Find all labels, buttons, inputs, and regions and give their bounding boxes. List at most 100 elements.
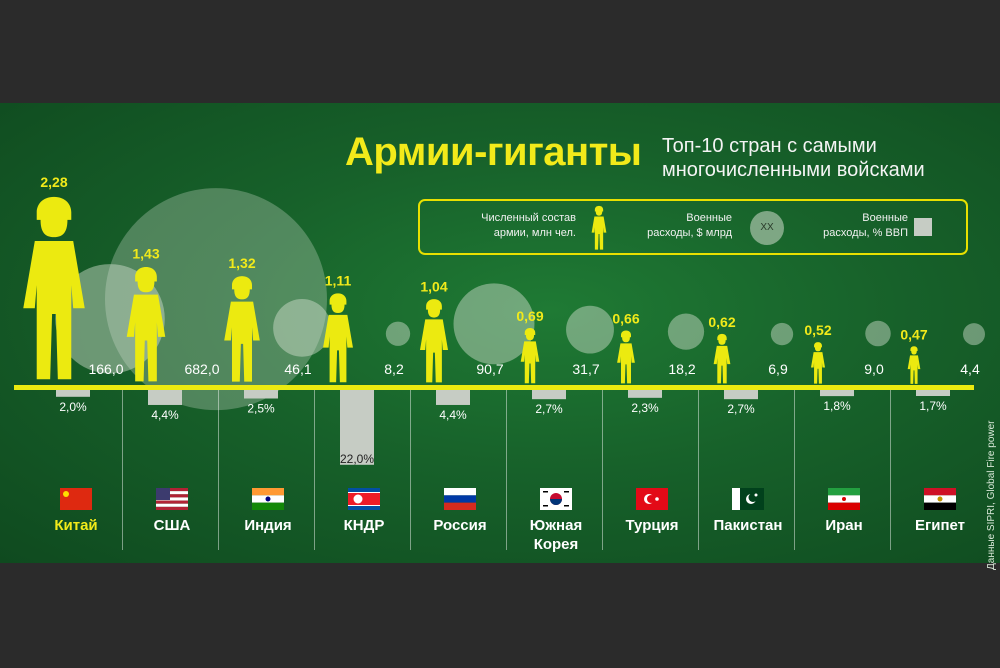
soldier-bar [23,196,85,380]
legend-troops-label: Численный состав армии, млн чел. [428,211,576,241]
gdp-bar [56,390,90,397]
soldier-bar [224,276,260,382]
flag-part [937,496,943,502]
page-subtitle: Топ-10 стран с самыми многочисленными во… [662,135,925,181]
soldier-bar [323,293,353,383]
pakistan-flag-icon [732,488,764,510]
spend-value-label: 90,7 [476,361,503,377]
troops-value-label: 0,52 [804,322,831,338]
flag-part [265,496,271,502]
spend-circle [963,323,985,346]
spend-circle [566,305,614,354]
country-label-line: КНДР [343,517,385,534]
gdp-value-label: 2,7% [727,402,755,416]
column-divider [506,390,507,550]
troops-value-label: 1,11 [325,273,352,289]
gdp-bar [916,390,950,396]
gdp-bar [340,390,374,465]
flag-part [543,491,548,493]
country-label: Пакистан [700,516,796,535]
gdp-bar [628,390,662,398]
baseline [14,385,974,390]
country-label: Индия [220,516,316,535]
spend-value-label: 4,4 [960,361,980,377]
spend-circle [105,188,327,411]
troops-value-label: 0,62 [708,314,735,330]
spend-value-label: 9,0 [864,361,884,377]
china-flag-icon [60,488,92,510]
gdp-bar [244,390,278,399]
spend-circle [385,321,411,346]
gdp-value-label: 2,5% [247,402,275,416]
usa-flag-icon [156,488,188,510]
gdp-bar [436,390,470,405]
flag-part [564,505,569,507]
north-korea-flag-icon [348,488,380,510]
country-label-line: Южная [529,517,583,534]
country-label: Южная Корея [508,516,604,554]
legend-troops-line1: Численный состав [481,212,576,224]
flag-part [828,502,860,510]
country-label-line: Россия [433,517,487,534]
russia-flag-icon [444,488,476,510]
column-divider [218,390,219,550]
gdp-bar [532,390,566,400]
column-divider [410,390,411,550]
flag-part [655,497,659,501]
gdp-value-label: 1,7% [919,399,947,413]
flag-part [252,488,284,496]
spend-value-label: 31,7 [572,361,599,377]
legend-spend-circle: XX [750,211,784,245]
flag-part [156,506,188,510]
gdp-bar [148,390,182,405]
gdp-bar [724,390,758,400]
troops-value-label: 1,04 [420,278,447,294]
flag-part [444,495,476,503]
soldier-bar [126,266,166,382]
south-korea-flag-icon [540,488,572,510]
troops-value-label: 0,47 [900,326,927,342]
country-label: Китай [28,516,124,535]
flag-part [156,488,170,500]
spend-circle [273,299,331,357]
gdp-value-label: 22,0% [340,452,374,466]
troops-value-label: 1,43 [132,246,159,262]
legend-spend-line2: расходы, $ млрд [647,227,732,239]
flag-part [156,500,188,504]
spend-value-label: 682,0 [184,361,219,377]
flag-part [353,494,363,504]
legend-troops-line2: армии, млн чел. [493,227,576,239]
page-title: Армии-гиганты [345,130,642,174]
country-label: Иран [796,516,892,535]
flag-part [543,505,548,507]
soldier-bar [520,328,540,384]
troops-value-label: 0,69 [516,308,543,324]
soldier-bar [713,333,731,384]
gdp-value-label: 4,4% [151,408,179,422]
flag-part [732,488,740,510]
flag-part [828,488,860,496]
troops-value-label: 0,66 [612,310,639,326]
spend-value-label: 8,2 [384,361,404,377]
flag-part [63,491,69,497]
gdp-value-label: 2,7% [535,402,563,416]
legend: Численный состав армии, млн чел. Военные… [418,199,968,255]
column-divider [890,390,891,550]
country-label-line: Пакистан [713,517,783,534]
country-label-line: Корея [533,536,579,553]
flag-part [156,503,188,507]
flag-part [924,488,956,496]
column-divider [794,390,795,550]
column-divider [314,390,315,550]
flag-part [444,502,476,510]
flag-part [252,502,284,510]
spend-value-label: 166,0 [88,361,123,377]
iran-flag-icon [828,488,860,510]
troops-value-label: 2,28 [40,174,67,190]
spend-value-label: 6,9 [768,361,788,377]
gdp-bar [820,390,854,397]
spend-value-label: 46,1 [284,361,311,377]
country-label: Турция [604,516,700,535]
